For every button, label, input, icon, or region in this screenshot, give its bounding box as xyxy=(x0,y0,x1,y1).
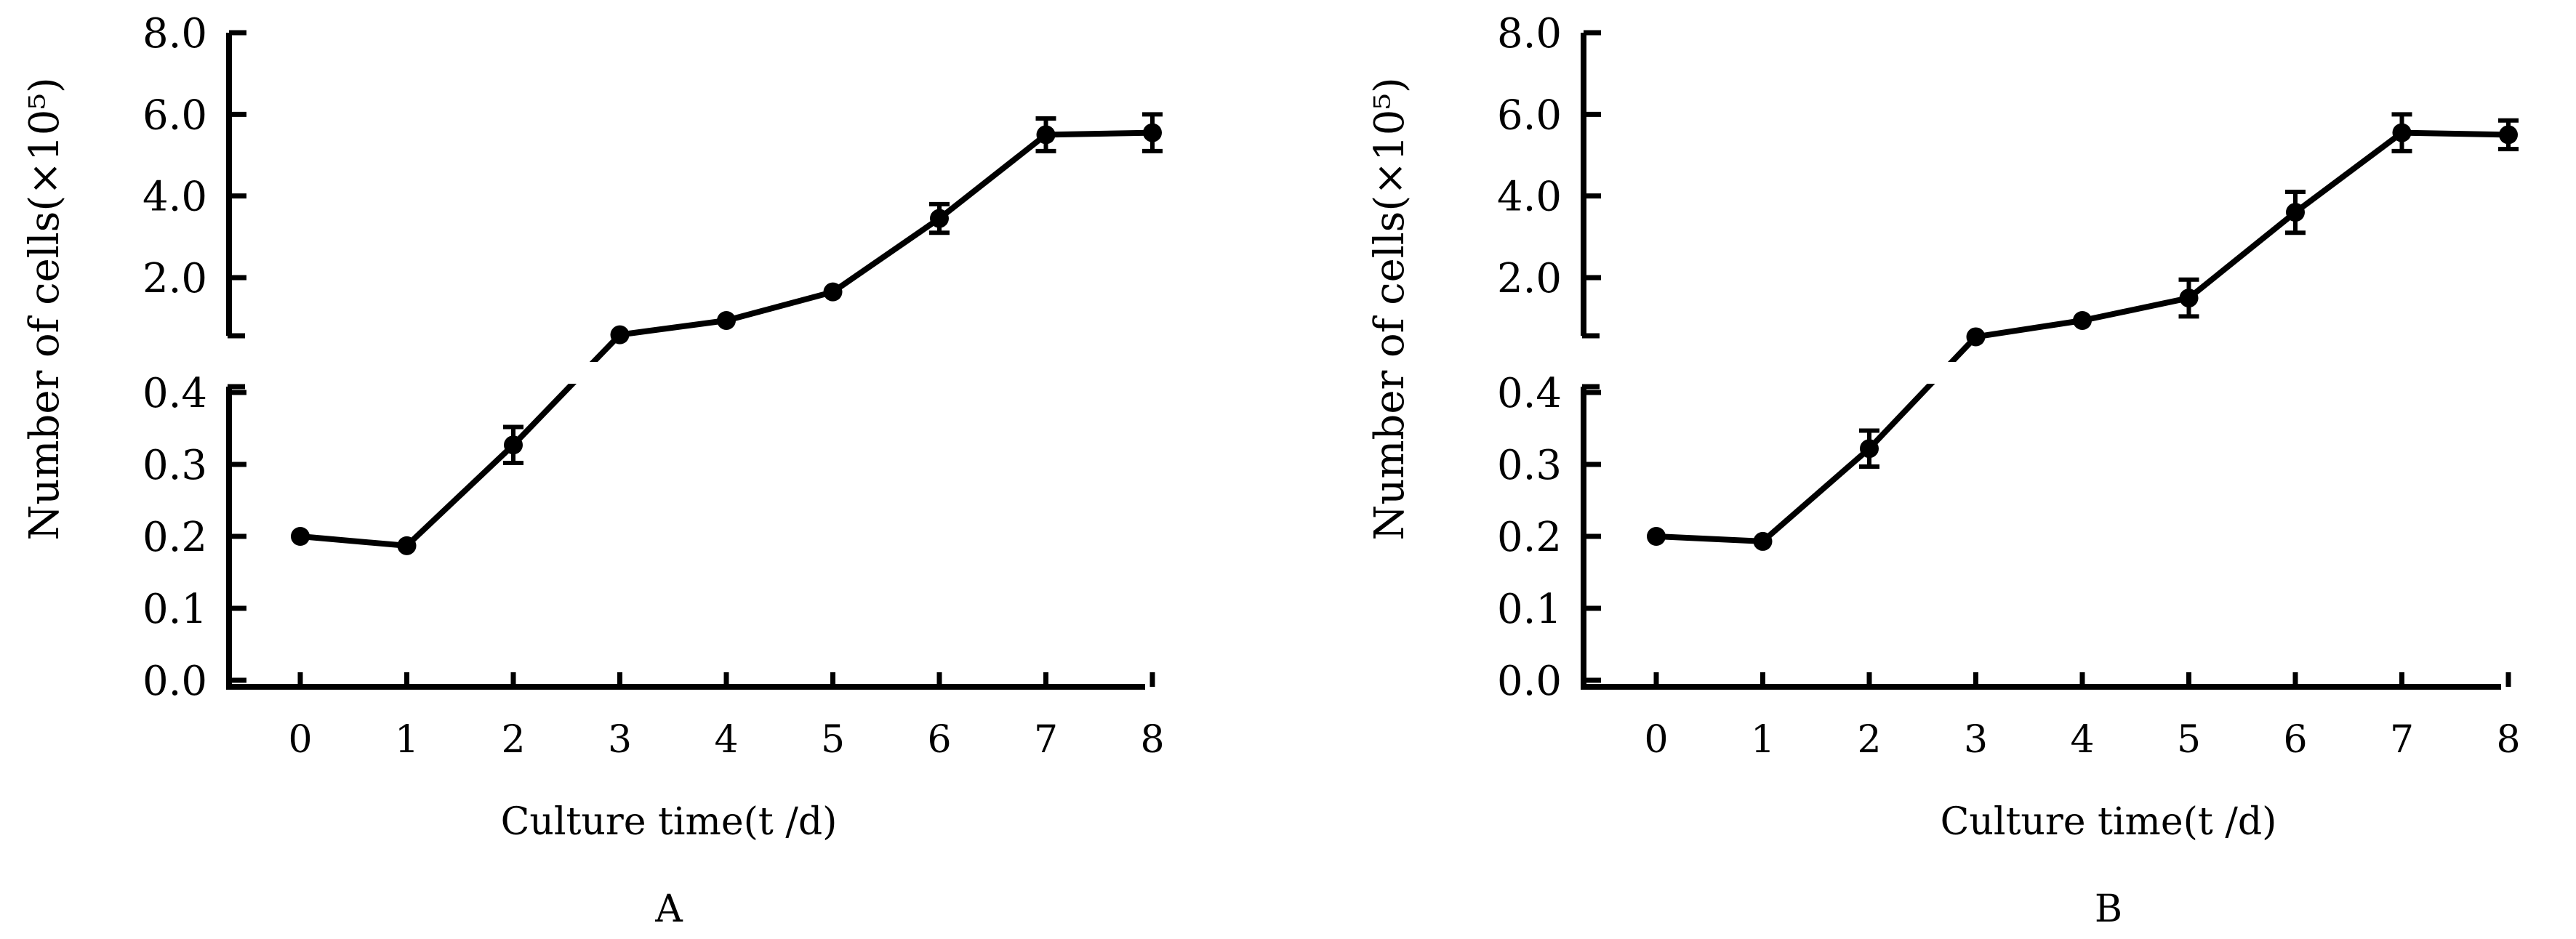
x-tick-label: 5 xyxy=(821,718,845,762)
x-tick-label: 5 xyxy=(2177,718,2201,762)
data-point xyxy=(2179,289,2199,308)
y-tick-label: 6.0 xyxy=(1497,92,1562,139)
y-tick-label: 4.0 xyxy=(143,174,207,221)
x-axis-title: Culture time(t /d) xyxy=(1941,800,2277,844)
y-axis-title: Number of cells(×10⁵) xyxy=(21,77,68,540)
y-tick-label: 8.0 xyxy=(143,10,207,57)
x-tick-label: 7 xyxy=(1034,718,1058,762)
data-point xyxy=(823,282,843,302)
panel-b: 0.0 0.1 0.2 0.3 0.4 2.0 4.0 6.0 8.0 0 1 2 3 4 5 6 7 8 Cult… xyxy=(1366,10,2521,931)
y-tick-label: 0.3 xyxy=(1497,442,1562,489)
y-tick-label: 8.0 xyxy=(1497,10,1562,57)
data-point xyxy=(1036,125,1056,145)
x-tick-label: 1 xyxy=(395,718,419,762)
data-point xyxy=(1143,123,1162,142)
data-point xyxy=(397,536,417,555)
panel-label: A xyxy=(654,887,683,931)
data-point xyxy=(1860,439,1879,459)
y-tick-label: 2.0 xyxy=(1497,255,1562,302)
data-point xyxy=(1966,327,1986,347)
y-tick-label: 0.0 xyxy=(143,658,207,705)
x-tick-label: 0 xyxy=(288,718,312,762)
data-point xyxy=(2392,123,2412,142)
data-point xyxy=(610,325,630,344)
data-point xyxy=(1753,531,1773,551)
x-tick-label: 1 xyxy=(1751,718,1775,762)
x-axis-title: Culture time(t /d) xyxy=(501,800,838,844)
y-tick-label: 0.1 xyxy=(1497,586,1562,633)
x-tick-label: 3 xyxy=(1964,718,1988,762)
data-point xyxy=(717,310,736,330)
x-tick-label: 8 xyxy=(1140,718,1164,762)
data-point xyxy=(2499,125,2518,145)
y-tick-label: 0.3 xyxy=(143,442,207,489)
x-tick-label: 3 xyxy=(608,718,632,762)
panel-a: 0.0 0.1 0.2 0.3 0.4 2.0 4.0 6.0 8.0 0 1 2 3 4 5 6 7 8 Cult… xyxy=(21,10,1165,931)
data-point xyxy=(1647,527,1666,546)
x-tick-label: 8 xyxy=(2496,718,2520,762)
y-tick-label: 0.4 xyxy=(1497,370,1562,417)
series-line xyxy=(1656,129,2509,544)
y-tick-label: 4.0 xyxy=(1497,174,1562,221)
x-tick-label: 4 xyxy=(2070,718,2094,762)
data-point xyxy=(2286,203,2305,222)
series-line xyxy=(300,129,1153,549)
line-break-gap xyxy=(546,362,601,384)
x-tick-label: 6 xyxy=(927,718,951,762)
x-tick-label: 7 xyxy=(2390,718,2414,762)
panel-label: B xyxy=(2095,887,2122,931)
x-tick-label: 6 xyxy=(2283,718,2307,762)
line-break-gap xyxy=(1902,362,1957,384)
x-tick-label: 4 xyxy=(714,718,738,762)
data-point xyxy=(2073,310,2092,330)
data-point xyxy=(291,527,310,546)
y-tick-label: 0.2 xyxy=(1497,514,1562,561)
y-tick-label: 0.1 xyxy=(143,586,207,633)
y-tick-label: 6.0 xyxy=(143,92,207,139)
data-point xyxy=(504,435,523,455)
y-tick-label: 0.2 xyxy=(143,514,207,561)
y-tick-label: 0.4 xyxy=(143,370,207,417)
data-point xyxy=(930,209,949,228)
y-tick-label: 2.0 xyxy=(143,255,207,302)
x-tick-label: 0 xyxy=(1644,718,1668,762)
y-tick-label: 0.0 xyxy=(1497,658,1562,705)
y-axis-title: Number of cells(×10⁵) xyxy=(1366,77,1413,540)
x-tick-label: 2 xyxy=(1857,718,1881,762)
x-tick-label: 2 xyxy=(501,718,525,762)
